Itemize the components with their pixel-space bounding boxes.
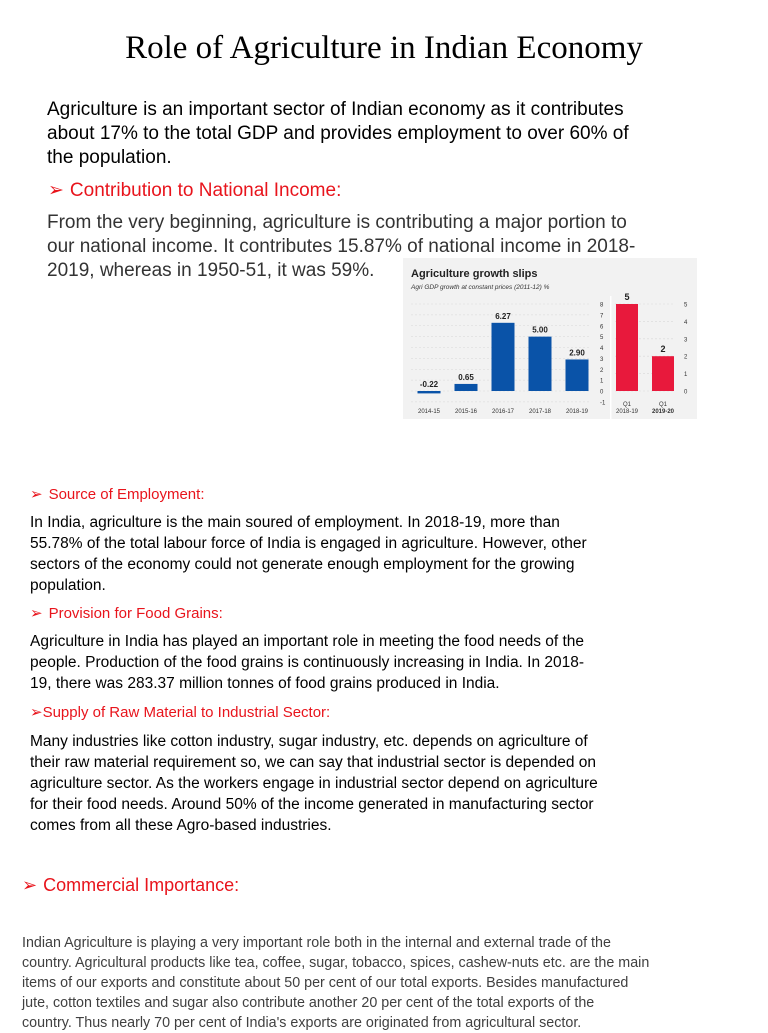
chart-svg: Agriculture growth slips Agri GDP growth…: [410, 268, 688, 419]
text-line: jute, cotton textiles and sugar also con…: [22, 995, 595, 1011]
y-tick-label: 7: [600, 313, 604, 319]
panel-divider: [610, 296, 612, 419]
arrow-bullet-icon: ➢: [48, 180, 64, 201]
text-line: items of our exports and constitute abou…: [22, 975, 629, 991]
text-line: our national income. It contributes 15.8…: [47, 236, 636, 257]
text-line: 19, there was 283.37 million tonnes of f…: [30, 675, 500, 692]
text-line: for their food needs. Around 50% of the …: [30, 796, 594, 813]
agri-growth-chart: Agriculture growth slips Agri GDP growth…: [403, 258, 697, 419]
data-label: -0.22: [420, 380, 439, 389]
y-tick-label: 5: [684, 303, 688, 309]
heading-national-income: ➢ Contribution to National Income:: [48, 179, 341, 202]
heading-food-grains: ➢ Provision for Food Grains:: [30, 604, 223, 622]
text-line: Many industries like cotton industry, su…: [30, 733, 588, 750]
y-tick-label: 0: [684, 390, 688, 396]
x-tick-label: 2014-15: [418, 409, 441, 415]
data-label: 2.90: [569, 348, 585, 357]
y-tick-label: 8: [600, 303, 604, 309]
arrow-bullet-icon: ➢: [30, 704, 43, 721]
heading-text: Supply of Raw Material to Industrial Sec…: [42, 704, 331, 721]
bar: [565, 359, 589, 391]
heading-text: Commercial Importance:: [43, 875, 240, 895]
arrow-bullet-icon: ➢: [22, 875, 38, 895]
y-tick-label: 0: [600, 390, 604, 396]
bar: [616, 304, 638, 391]
text-line: people. Production of the food grains is…: [30, 654, 585, 671]
x-tick-label: 2019-20: [652, 409, 675, 415]
data-label: 5: [624, 292, 629, 302]
text-line: country. Thus nearly 70 per cent of Indi…: [22, 1015, 582, 1031]
text-line: comes from all these Agro-based industri…: [30, 817, 332, 834]
text-line: Agriculture is an important sector of In…: [47, 99, 624, 120]
x-tick-label: 2017-18: [529, 409, 552, 415]
x-tick-label: 2016-17: [492, 409, 515, 415]
arrow-bullet-icon: ➢: [30, 486, 43, 503]
text-line: their raw material requirement so, we ca…: [30, 754, 597, 771]
y-tick-label: 3: [600, 357, 604, 363]
paragraph-national-income: From the very beginning, agriculture is …: [47, 211, 635, 283]
text-line: In India, agriculture is the main soured…: [30, 514, 560, 531]
page-title: Role of Agriculture in Indian Economy: [125, 30, 643, 66]
heading-text: Contribution to National Income:: [69, 180, 342, 201]
text-line: the population.: [47, 147, 172, 168]
intro-paragraph: Agriculture is an important sector of In…: [47, 98, 629, 170]
x-tick-label: Q1: [623, 402, 632, 408]
y-tick-label: 3: [684, 337, 688, 343]
text-line: agriculture sector. As the workers engag…: [30, 775, 598, 792]
x-tick-label: 2018-19: [616, 409, 639, 415]
text-line: From the very beginning, agriculture is …: [47, 212, 627, 233]
heading-commercial: ➢ Commercial Importance:: [22, 875, 239, 896]
data-label: 2: [660, 344, 665, 354]
y-tick-label: 1: [600, 379, 604, 385]
bar: [491, 322, 515, 391]
paragraph-food-grains: Agriculture in India has played an impor…: [30, 631, 584, 694]
y-tick-label: -1: [600, 400, 606, 406]
data-label: 6.27: [495, 312, 511, 321]
bar: [417, 391, 441, 394]
y-tick-label: 5: [600, 335, 604, 341]
paragraph-commercial: Indian Agriculture is playing a very imp…: [22, 933, 649, 1033]
heading-employment: ➢ Source of Employment:: [30, 485, 204, 503]
y-tick-label: 1: [684, 372, 688, 378]
text-line: Agriculture in India has played an impor…: [30, 633, 585, 650]
x-tick-label: 2018-19: [566, 409, 589, 415]
x-tick-label: Q1: [659, 402, 668, 408]
text-line: country. Agricultural products like tea,…: [22, 955, 650, 971]
chart-subtitle: Agri GDP growth at constant prices (2011…: [410, 284, 550, 291]
text-line: about 17% to the total GDP and provides …: [47, 123, 629, 144]
paragraph-employment: In India, agriculture is the main soured…: [30, 512, 587, 596]
heading-raw-material: ➢Supply of Raw Material to Industrial Se…: [30, 703, 330, 721]
arrow-bullet-icon: ➢: [30, 605, 43, 622]
bar: [528, 336, 552, 391]
bar: [652, 356, 674, 391]
heading-text: Source of Employment:: [48, 486, 205, 503]
data-label: 0.65: [458, 373, 474, 382]
text-line: population.: [30, 577, 106, 594]
x-tick-label: 2015-16: [455, 409, 478, 415]
text-line: 2019, whereas in 1950-51, it was 59%.: [47, 260, 375, 281]
y-tick-label: 4: [600, 346, 604, 352]
heading-text: Provision for Food Grains:: [48, 605, 223, 622]
paragraph-raw-material: Many industries like cotton industry, su…: [30, 731, 598, 836]
text-line: sectors of the economy could not generat…: [30, 556, 575, 573]
text-line: Indian Agriculture is playing a very imp…: [22, 935, 611, 951]
text-line: 55.78% of the total labour force of Indi…: [30, 535, 587, 552]
y-tick-label: 6: [600, 324, 604, 330]
y-tick-label: 4: [684, 320, 688, 326]
y-tick-label: 2: [684, 355, 688, 361]
chart-title: Agriculture growth slips: [411, 268, 538, 280]
y-tick-label: 2: [600, 368, 604, 374]
bar: [454, 383, 478, 391]
data-label: 5.00: [532, 326, 548, 335]
